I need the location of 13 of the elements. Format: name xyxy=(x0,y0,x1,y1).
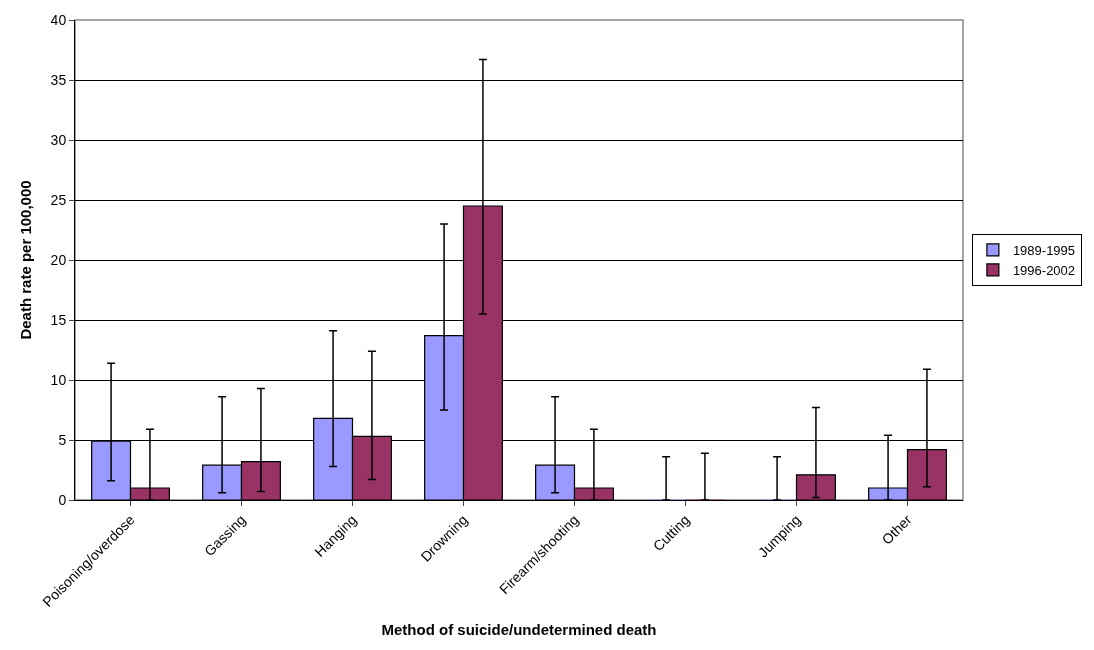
y-axis-title: Death rate per 100,000 xyxy=(16,180,34,340)
y-tick-label: 20 xyxy=(50,251,67,268)
y-tick-label: 25 xyxy=(50,191,67,208)
y-tick-label: 35 xyxy=(50,71,67,88)
y-tick-label: 0 xyxy=(58,491,67,508)
y-tick-label: 40 xyxy=(50,11,67,28)
y-tick-label: 30 xyxy=(50,131,67,148)
y-tick-label: 5 xyxy=(58,431,67,448)
x-axis-title: Method of suicide/undetermined death xyxy=(381,620,657,638)
y-tick-label: 10 xyxy=(50,371,67,388)
y-tick-label: 15 xyxy=(50,311,67,328)
legend-label: 1989-1995 xyxy=(1012,243,1076,259)
legend-label: 1996-2002 xyxy=(1012,262,1076,278)
